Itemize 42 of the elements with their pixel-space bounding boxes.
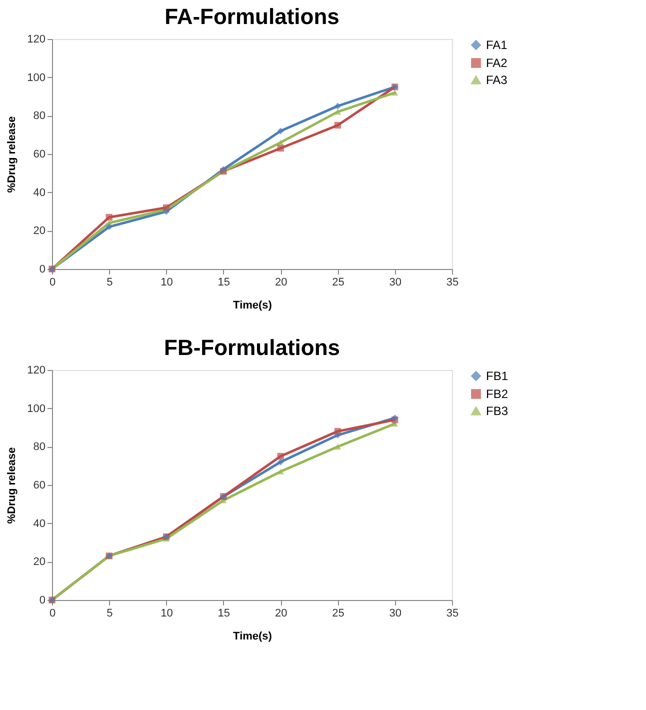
y-tick-label: 20	[33, 556, 46, 568]
x-tick-label: 30	[389, 608, 402, 620]
y-tick-label: 40	[33, 518, 46, 530]
y-tick-label: 0	[39, 264, 46, 276]
y-tick-label: 100	[27, 72, 46, 84]
x-tick-label: 35	[446, 608, 459, 620]
x-tick-label: 20	[274, 608, 288, 620]
x-tick-label: 0	[49, 276, 56, 288]
y-axis-title: %Drug release	[6, 116, 18, 193]
x-tick-label: 20	[274, 276, 288, 288]
y-tick-label: 120	[27, 34, 46, 46]
legend-label: FA2	[486, 56, 508, 70]
x-axis-title: Time(s)	[233, 300, 272, 312]
legend-label: FB3	[486, 404, 508, 418]
x-tick-label: 30	[389, 276, 402, 288]
x-tick-label: 25	[332, 608, 344, 620]
y-tick-label: 20	[33, 225, 46, 238]
y-axis-title: %Drug release	[6, 447, 18, 524]
y-tick-label: 100	[27, 402, 46, 415]
x-tick-label: 5	[106, 276, 113, 288]
x-tick-label: 35	[446, 276, 459, 288]
chart-title: FA-Formulations	[164, 4, 340, 29]
x-tick-label: 0	[49, 608, 56, 620]
y-tick-label: 80	[33, 441, 46, 454]
y-tick-label: 60	[33, 480, 46, 492]
x-tick-label: 15	[218, 276, 230, 288]
y-tick-label: 40	[33, 186, 46, 199]
x-tick-label: 10	[160, 608, 173, 620]
x-axis-title: Time(s)	[233, 630, 272, 642]
x-tick-label: 5	[106, 608, 113, 620]
x-tick-label: 10	[160, 276, 173, 288]
y-tick-label: 0	[39, 594, 46, 606]
y-tick-label: 120	[27, 364, 46, 376]
x-tick-label: 15	[218, 608, 230, 620]
legend-label: FB1	[486, 369, 508, 383]
legend-label: FB2	[486, 387, 508, 401]
y-tick-label: 80	[33, 110, 46, 122]
legend-label: FA3	[486, 73, 508, 87]
x-tick-label: 25	[332, 276, 344, 288]
legend-label: FA1	[486, 38, 508, 52]
chart-title: FB-Formulations	[164, 335, 340, 360]
y-tick-label: 60	[33, 148, 46, 160]
